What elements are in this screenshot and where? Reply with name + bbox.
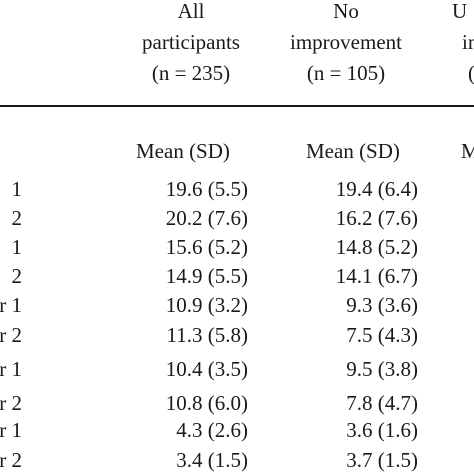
row-label: y Yr 1 <box>0 293 22 317</box>
cell-no-improvement: 16.2 (7.6) <box>335 206 418 230</box>
cell-all-participants: 19.6 (5.5) <box>165 177 248 201</box>
cell-all-participants: 20.2 (7.6) <box>165 206 248 230</box>
table-row: 1 15.6 (5.2) 14.8 (5.2) <box>0 234 474 260</box>
cell-no-improvement: 14.1 (6.7) <box>335 264 418 288</box>
table-row: 1 19.6 (5.5) 19.4 (6.4) <box>0 176 474 202</box>
stat-header-all: Mean (SD) <box>136 139 230 163</box>
cell-no-improvement: 9.3 (3.6) <box>346 293 418 317</box>
table-row: 2 20.2 (7.6) 16.2 (7.6) <box>0 205 474 231</box>
row-label: y Yr 2 <box>0 323 22 347</box>
column-header-line: (n = 105) <box>306 61 386 85</box>
cell-all-participants: 10.9 (3.2) <box>165 293 248 317</box>
row-label: ance Yr 1 <box>0 418 22 442</box>
cell-all-participants: 11.3 (5.8) <box>166 323 248 347</box>
cell-all-participants: 15.6 (5.2) <box>165 235 248 259</box>
column-header-line: ( <box>438 58 474 89</box>
cell-all-participants: 14.9 (5.5) <box>165 264 248 288</box>
column-header-line: improvement <box>290 30 402 54</box>
cell-no-improvement: 7.5 (4.3) <box>346 323 418 347</box>
column-header-third-partial: U im ( <box>438 0 474 89</box>
header-rule <box>0 105 474 107</box>
stat-header-third-partial: M <box>461 139 474 163</box>
cell-no-improvement: 14.8 (5.2) <box>335 235 418 259</box>
cell-all-participants: 10.8 (6.0) <box>165 391 248 415</box>
stat-header-no-improvement: Mean (SD) <box>306 139 400 163</box>
column-header-line: (n = 235) <box>151 61 231 85</box>
cell-no-improvement: 3.7 (1.5) <box>346 448 418 472</box>
table-row: ance Yr 1 4.3 (2.6) 3.6 (1.6) <box>0 417 474 443</box>
column-header-no-improvement: No improvement (n = 105) <box>276 0 416 89</box>
column-header-line: U <box>452 0 468 23</box>
column-header-line: All <box>177 0 205 23</box>
cell-no-improvement: 19.4 (6.4) <box>335 177 418 201</box>
cell-all-participants: 4.3 (2.6) <box>176 418 248 442</box>
cell-all-participants: 10.4 (3.5) <box>165 357 248 381</box>
row-label: uch Yr 1 <box>0 357 22 381</box>
row-label: 2 <box>11 264 23 288</box>
column-header-line: No <box>333 0 359 23</box>
row-label: nce Yr 2 <box>0 448 22 472</box>
row-label: 1 <box>11 235 23 259</box>
table-row: nce Yr 2 3.4 (1.5) 3.7 (1.5) <box>0 447 474 473</box>
row-label: 2 <box>11 206 23 230</box>
table-row: uch Yr 2 10.8 (6.0) 7.8 (4.7) <box>0 390 474 416</box>
table-row: uch Yr 1 10.4 (3.5) 9.5 (3.8) <box>0 356 474 382</box>
column-header-line: participants <box>142 30 240 54</box>
table-row: 2 14.9 (5.5) 14.1 (6.7) <box>0 263 474 289</box>
cell-no-improvement: 9.5 (3.8) <box>346 357 418 381</box>
table-row: y Yr 2 11.3 (5.8) 7.5 (4.3) <box>0 322 474 348</box>
cell-all-participants: 3.4 (1.5) <box>176 448 248 472</box>
row-label: 1 <box>11 177 23 201</box>
cell-no-improvement: 3.6 (1.6) <box>346 418 418 442</box>
column-header-all-participants: All participants (n = 235) <box>128 0 254 89</box>
table-row: y Yr 1 10.9 (3.2) 9.3 (3.6) <box>0 292 474 318</box>
row-label: uch Yr 2 <box>0 391 22 415</box>
cell-no-improvement: 7.8 (4.7) <box>346 391 418 415</box>
column-header-line: im <box>462 30 474 54</box>
